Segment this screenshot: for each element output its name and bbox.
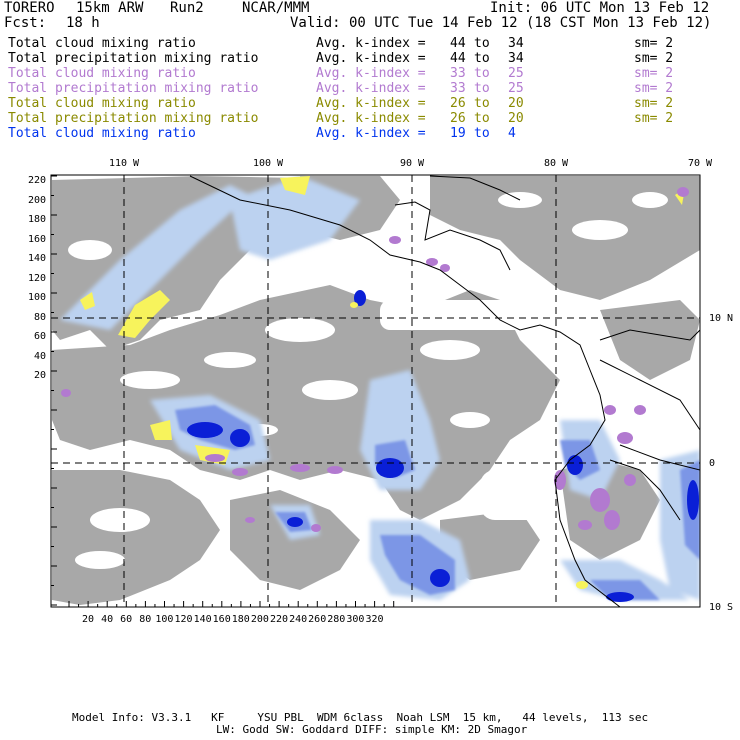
left-grid-label: 20: [33, 370, 46, 381]
bottom-grid-label: 160: [212, 614, 231, 625]
left-grid-label: 220: [27, 175, 46, 186]
left-grid-label: 120: [27, 272, 46, 284]
top-lon-label: 70 W: [687, 158, 713, 169]
bottom-grid-label: 240: [289, 614, 308, 625]
legend-smoothing: sm= 2: [634, 96, 674, 111]
top-lon-label: 110 W: [108, 158, 140, 169]
bottom-grid-label: 320: [365, 614, 384, 625]
legend-to-word: to: [474, 96, 490, 111]
legend-field-name: Total precipitation mixing ratio: [8, 51, 259, 66]
legend-smoothing: sm= 2: [634, 36, 674, 51]
legend-field-name: Total cloud mixing ratio: [8, 66, 196, 81]
legend-from-value: 19: [450, 126, 466, 141]
model-resolution: 15km ARW: [76, 0, 144, 16]
legend-to-word: to: [474, 66, 490, 81]
legend-from-value: 44: [450, 51, 466, 66]
bottom-grid-label: 280: [327, 614, 346, 625]
legend-smoothing: sm= 2: [634, 51, 674, 66]
bottom-grid-label: 180: [231, 614, 250, 625]
left-grid-label: 180: [27, 214, 46, 225]
bottom-grid-label: 260: [308, 614, 327, 625]
top-lon-label: 90 W: [399, 158, 425, 169]
legend-to-word: to: [474, 126, 490, 141]
bottom-grid-label: 300: [346, 614, 365, 625]
coastline: [189, 175, 700, 607]
legend-field-name: Total cloud mixing ratio: [8, 126, 196, 141]
legend-to-value: 34: [508, 36, 524, 51]
legend-field-name: Total precipitation mixing ratio: [8, 111, 259, 126]
lat-lon-grid: [51, 175, 700, 607]
cloud-field-darkblue: [187, 290, 699, 602]
right-lat-label: 10 N: [709, 313, 734, 324]
left-grid-label: 200: [27, 194, 46, 206]
legend-from-value: 44: [450, 36, 466, 51]
legend-field-name: Total precipitation mixing ratio: [8, 81, 259, 96]
left-grid-label: 40: [33, 350, 46, 362]
legend-to-word: to: [474, 111, 490, 126]
model-org: NCAR/MMM: [242, 0, 310, 16]
legend-to-value: 20: [508, 96, 524, 111]
legend-to-value: 25: [508, 81, 524, 96]
right-lat-label: 10 S: [709, 602, 734, 613]
precip-field-purple: [61, 187, 689, 532]
legend-field-name: Total cloud mixing ratio: [8, 36, 196, 51]
left-grid-label: 140: [27, 253, 46, 264]
model-name: TORERO: [4, 0, 55, 16]
legend-to-word: to: [474, 51, 490, 66]
top-lon-label: 80 W: [543, 158, 569, 169]
left-grid-label: 160: [27, 233, 46, 245]
bottom-grid-label: 220: [269, 614, 289, 625]
physics-info: LW: Godd SW: Goddard DIFF: simple KM: 2D…: [216, 723, 528, 736]
legend-avg-label: Avg. k-index =: [316, 126, 426, 141]
legend-avg-label: Avg. k-index =: [316, 96, 426, 111]
legend-avg-label: Avg. k-index =: [316, 81, 426, 96]
legend-smoothing: sm= 2: [634, 111, 674, 126]
model-run: Run2: [170, 0, 204, 16]
legend-to-value: 20: [508, 111, 524, 126]
axis-ticks: [51, 175, 395, 607]
valid-time: Valid: 00 UTC Tue 14 Feb 12 (18 CST Mon …: [290, 15, 712, 31]
bottom-grid-label: 40: [101, 614, 114, 625]
bottom-grid-label: 100: [155, 614, 174, 625]
legend-from-value: 26: [450, 96, 466, 111]
legend-to-word: to: [474, 36, 490, 51]
legend-to-value: 4: [508, 126, 516, 141]
right-lat-label: 0: [709, 458, 716, 469]
legend-avg-label: Avg. k-index =: [316, 66, 426, 81]
bottom-grid-label: 140: [193, 614, 212, 625]
model-info: Model Info: V3.3.1 KF YSU PBL WDM 6class…: [72, 711, 649, 724]
forecast-label: Fcst:: [4, 15, 47, 31]
bottom-grid-label: 20: [81, 614, 95, 625]
legend-smoothing: sm= 2: [634, 66, 674, 81]
legend-from-value: 33: [450, 66, 466, 81]
legend-avg-label: Avg. k-index =: [316, 51, 426, 66]
left-grid-label: 80: [33, 311, 46, 323]
top-lon-label: 100 W: [252, 158, 284, 169]
bottom-grid-label: 200: [250, 614, 269, 625]
bottom-grid-label: 80: [139, 614, 152, 625]
init-time: Init: 06 UTC Mon 13 Feb 12: [490, 0, 710, 16]
bottom-grid-label: 120: [174, 614, 193, 625]
legend-avg-label: Avg. k-index =: [316, 36, 426, 51]
legend-to-value: 34: [508, 51, 524, 66]
left-grid-label: 60: [33, 331, 46, 342]
legend-smoothing: sm= 2: [634, 81, 674, 96]
legend-from-value: 33: [450, 81, 466, 96]
legend-to-value: 25: [508, 66, 524, 81]
forecast-hour: 18 h: [66, 15, 100, 31]
legend-to-word: to: [474, 81, 490, 96]
legend-avg-label: Avg. k-index =: [316, 111, 426, 126]
legend-field-name: Total cloud mixing ratio: [8, 96, 196, 111]
bottom-grid-label: 60: [120, 614, 133, 625]
legend-from-value: 26: [450, 111, 466, 126]
left-grid-label: 100: [27, 292, 46, 303]
